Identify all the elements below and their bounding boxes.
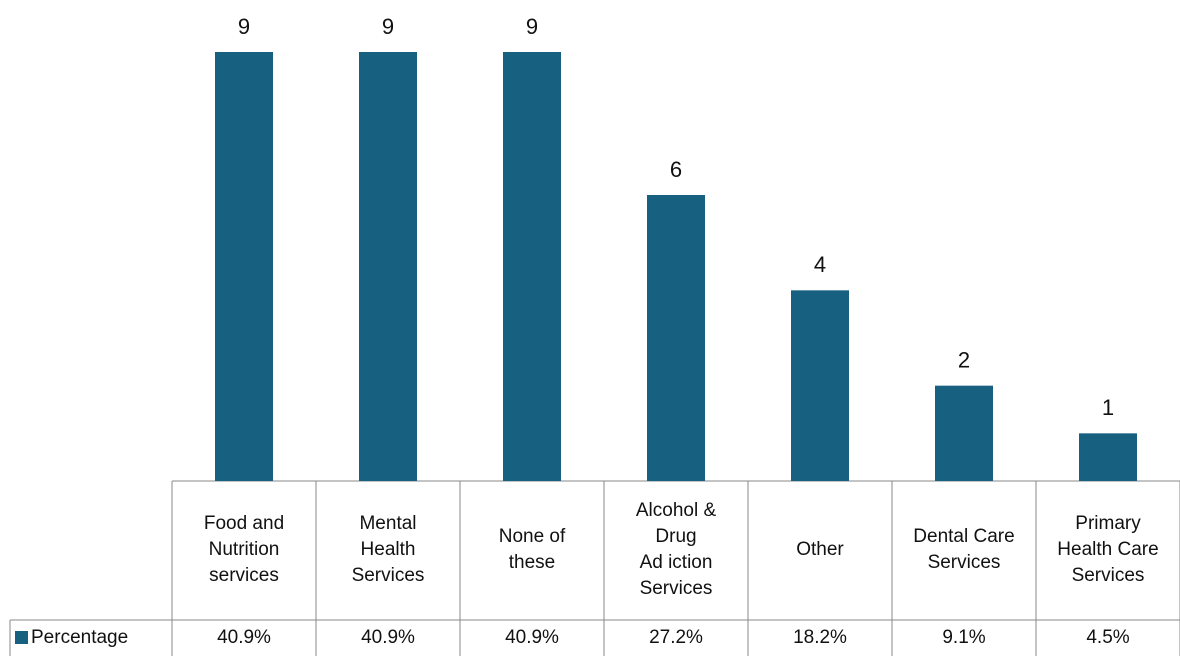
bar	[1079, 433, 1137, 481]
data-label: 9	[238, 14, 250, 39]
category-label: Services	[352, 565, 425, 586]
category-label: Services	[1072, 565, 1145, 586]
data-label: 1	[1102, 395, 1114, 420]
category-label: Drug	[655, 526, 696, 547]
category-label: services	[209, 565, 279, 586]
category-label: Mental	[359, 513, 416, 534]
category-label: Health	[361, 539, 416, 560]
table-value: 27.2%	[649, 627, 703, 648]
table-value: 40.9%	[361, 627, 415, 648]
table-value: 40.9%	[505, 627, 559, 648]
bar	[791, 290, 849, 481]
table-value: 40.9%	[217, 627, 271, 648]
bar	[503, 52, 561, 481]
legend-swatch	[15, 631, 28, 644]
category-label: Services	[928, 552, 1001, 573]
table-value: 4.5%	[1086, 627, 1129, 648]
category-label: Other	[796, 539, 844, 560]
bar	[647, 195, 705, 481]
category-label: Health Care	[1057, 539, 1158, 560]
category-label: Ad iction	[640, 552, 713, 573]
category-label: Dental Care	[913, 526, 1014, 547]
category-label: Food and	[204, 513, 284, 534]
category-label: Nutrition	[209, 539, 280, 560]
category-label: Primary	[1075, 513, 1141, 534]
data-label: 4	[814, 252, 826, 277]
data-label: 6	[670, 157, 682, 182]
category-label: None of	[499, 526, 566, 547]
category-label: Services	[640, 578, 713, 599]
data-label: 9	[382, 14, 394, 39]
legend-label: Percentage	[31, 627, 128, 648]
table-value: 18.2%	[793, 627, 847, 648]
data-label: 2	[958, 347, 970, 372]
bar	[215, 52, 273, 481]
table-value: 9.1%	[942, 627, 985, 648]
category-label: these	[509, 552, 555, 573]
bar	[359, 52, 417, 481]
bar	[935, 385, 993, 481]
category-label: Alcohol &	[636, 500, 717, 521]
data-label: 9	[526, 14, 538, 39]
